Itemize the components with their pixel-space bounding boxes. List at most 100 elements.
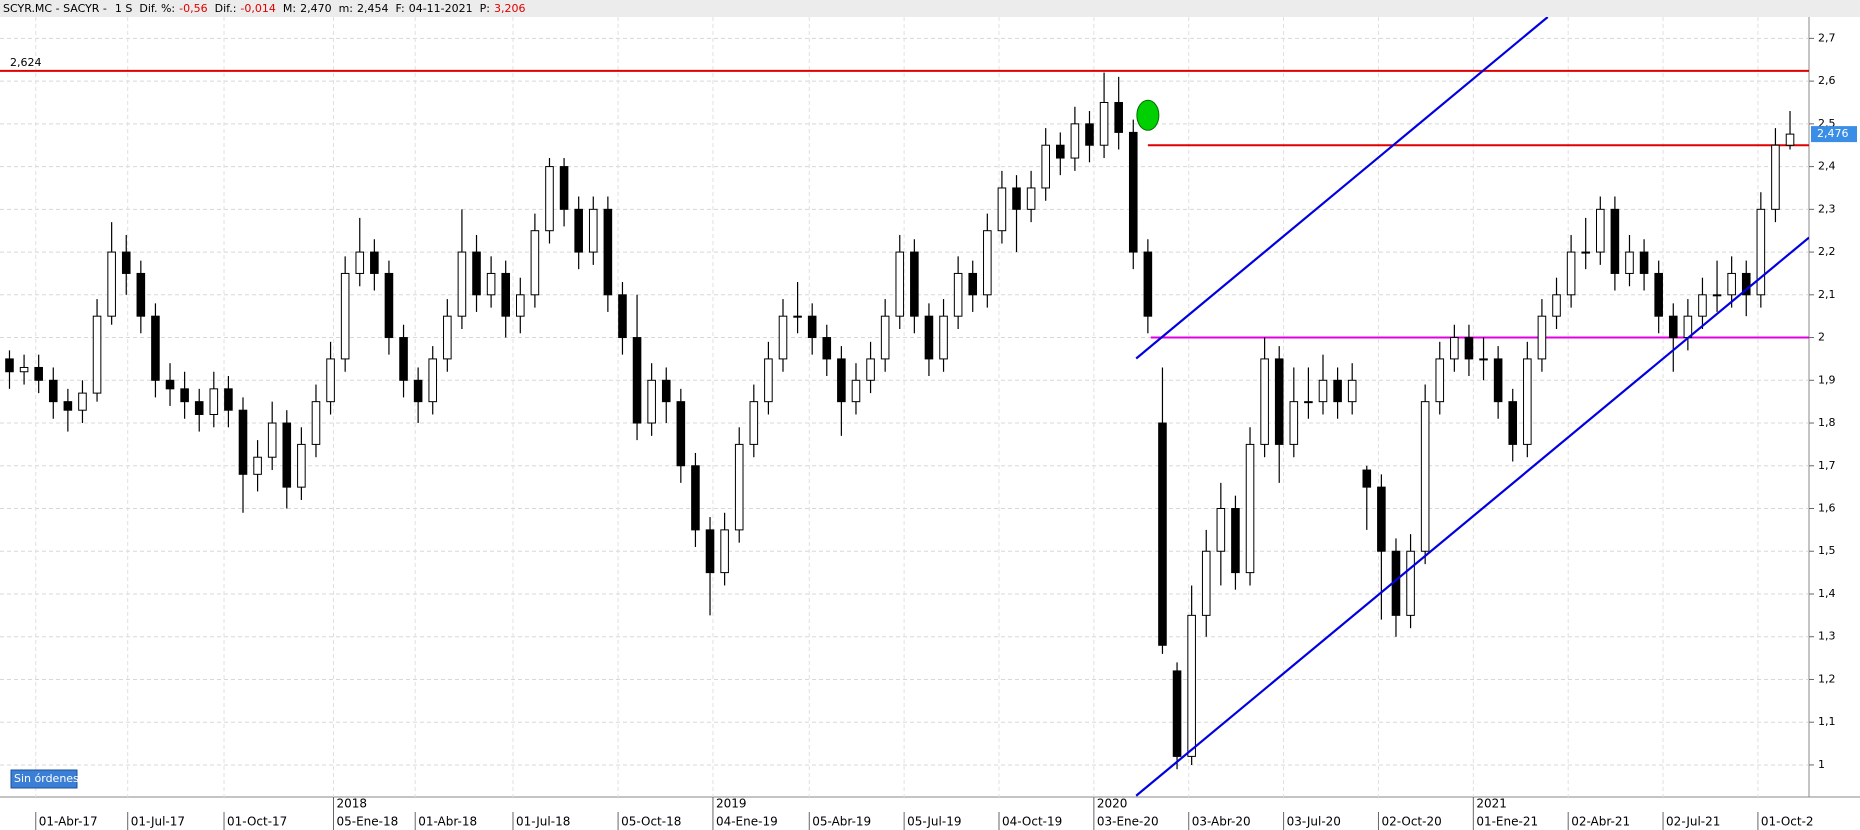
candle-body (866, 358, 875, 381)
candle-body (1406, 550, 1415, 616)
x-tick-label: 01-Ene-21 (1476, 815, 1538, 829)
candle-body (399, 337, 408, 381)
candle-body (370, 251, 379, 274)
candle-body (1771, 144, 1780, 210)
candle-body (457, 251, 467, 317)
trend-line (1135, 236, 1809, 797)
candle-body (297, 443, 306, 488)
candle-body (165, 379, 175, 390)
candle-body (1231, 508, 1240, 574)
candle-body (1756, 208, 1766, 296)
candle-body (1698, 294, 1707, 317)
candle-body (1216, 508, 1226, 552)
candle-body (1668, 315, 1678, 339)
candle-body (355, 251, 365, 274)
field-label: Dif.: (215, 2, 237, 15)
candle-body (574, 208, 583, 253)
candle-body (778, 315, 788, 360)
candle-body (501, 272, 510, 317)
candle-body (136, 272, 146, 317)
x-tick-label: 05-Ene-18 (336, 815, 398, 829)
x-tick-label: 02-Oct-20 (1381, 815, 1441, 829)
candle-body (1274, 358, 1284, 445)
candle-body (253, 456, 262, 475)
orders-button-label[interactable]: Sin órdenes (14, 772, 79, 785)
marker (1136, 99, 1160, 131)
candle-body (705, 529, 715, 574)
y-tick-label: 1,6 (1818, 502, 1836, 515)
field-label: F: (396, 2, 405, 15)
x-tick-label: 03-Jul-20 (1287, 815, 1341, 829)
candle-body (282, 422, 292, 488)
candle-body (1085, 123, 1094, 146)
candle-body (1362, 469, 1372, 488)
candle-body (1420, 401, 1430, 552)
orders-button[interactable] (10, 769, 78, 789)
x-tick-label: 01-Jul-17 (131, 815, 185, 829)
field-label: M: (283, 2, 296, 15)
candle-body (1070, 123, 1080, 159)
period: 1 S (115, 2, 132, 15)
candle-body (516, 294, 525, 317)
candle-body (1479, 358, 1488, 361)
candle-body (1158, 422, 1167, 646)
candle-body (1610, 208, 1620, 274)
candle-body (238, 409, 248, 475)
candle-body (1639, 251, 1649, 274)
candle-body (924, 315, 934, 360)
y-tick-label: 1,7 (1818, 459, 1836, 472)
candle-body (428, 358, 438, 403)
candle-body (1187, 614, 1196, 757)
y-tick-label: 2,7 (1818, 31, 1836, 44)
field-value: 2,454 (357, 2, 389, 15)
candle-body (1727, 272, 1736, 296)
candle-body (822, 337, 832, 360)
y-tick-label: 1,3 (1818, 630, 1836, 643)
y-tick-label: 1 (1818, 758, 1825, 771)
y-tick-label: 1,2 (1818, 672, 1836, 685)
candle-body (34, 366, 43, 381)
x-tick-label: 02-Jul-21 (1666, 815, 1720, 829)
x-tick-label: 04-Ene-19 (716, 815, 778, 829)
candle-body (1114, 101, 1123, 133)
candle-body (121, 251, 131, 274)
level-label: 2,624 (10, 56, 42, 69)
candle-body (194, 401, 204, 415)
candle-body (1741, 272, 1751, 296)
candle-body (588, 208, 598, 253)
candle-body (1464, 337, 1474, 360)
candle-body (180, 388, 189, 403)
candle-body (151, 315, 160, 381)
x-tick-label: 01-Oct-2 (1761, 815, 1814, 829)
candle-body (326, 358, 335, 403)
field-label: P: (480, 2, 490, 15)
candle-body (1625, 251, 1634, 274)
candle-body (618, 294, 627, 339)
candle-body (1537, 315, 1547, 360)
candle-body (691, 465, 700, 531)
candle-body (1347, 379, 1357, 403)
field-label: Dif. %: (139, 2, 175, 15)
symbol: SCYR.MC - SACYR - (3, 2, 107, 15)
x-tick-label: 01-Abr-17 (39, 815, 98, 829)
candle-body (1128, 131, 1138, 253)
y-tick-label: 1,1 (1818, 715, 1836, 728)
candle-body (793, 315, 802, 318)
candle-body (486, 272, 496, 296)
y-tick-label: 2,1 (1818, 288, 1836, 301)
candle-body (92, 315, 102, 394)
y-tick-label: 1,9 (1818, 373, 1836, 386)
candle-body (545, 166, 554, 232)
candle-body (749, 401, 759, 445)
candle-body (530, 230, 540, 296)
x-tick-label: 05-Oct-18 (621, 815, 681, 829)
candle-body (603, 208, 613, 296)
field-value: -0,56 (179, 2, 207, 15)
candle-body (443, 315, 452, 360)
field-label: m: (339, 2, 353, 15)
price-tag (1811, 126, 1857, 143)
candle-body (413, 379, 423, 403)
field-value: 2,470 (300, 2, 332, 15)
y-tick-label: 1,4 (1818, 587, 1836, 600)
